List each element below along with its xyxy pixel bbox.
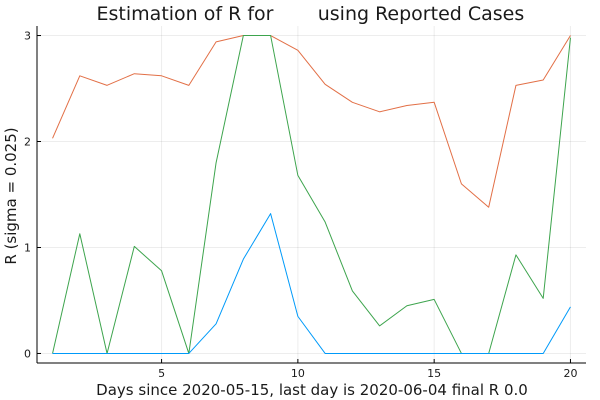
y-tick-label: 1	[24, 241, 31, 254]
x-tick-label: 15	[427, 367, 441, 380]
tick-labels: 5 10 15 20 0 1 2 3	[24, 30, 577, 380]
y-tick-label: 2	[24, 136, 31, 149]
x-tick-label: 10	[291, 367, 305, 380]
y-tick-label: 3	[24, 30, 31, 43]
series-lines	[52, 35, 571, 354]
plot-frame	[36, 26, 586, 364]
y-tick-label: 0	[24, 347, 31, 360]
series-line-1	[52, 35, 571, 208]
y-axis-label: R (sigma = 0.025)	[2, 127, 20, 264]
x-tick-label: 20	[563, 367, 577, 380]
chart-title-right: using Reported Cases	[318, 3, 525, 25]
chart-title-left: Estimation of R for	[97, 3, 274, 25]
x-tick-label: 5	[158, 367, 165, 380]
series-line-3	[52, 213, 571, 354]
series-line-2	[52, 35, 571, 354]
grid	[37, 26, 586, 363]
x-axis-label: Days since 2020-05-15, last day is 2020-…	[96, 381, 528, 399]
